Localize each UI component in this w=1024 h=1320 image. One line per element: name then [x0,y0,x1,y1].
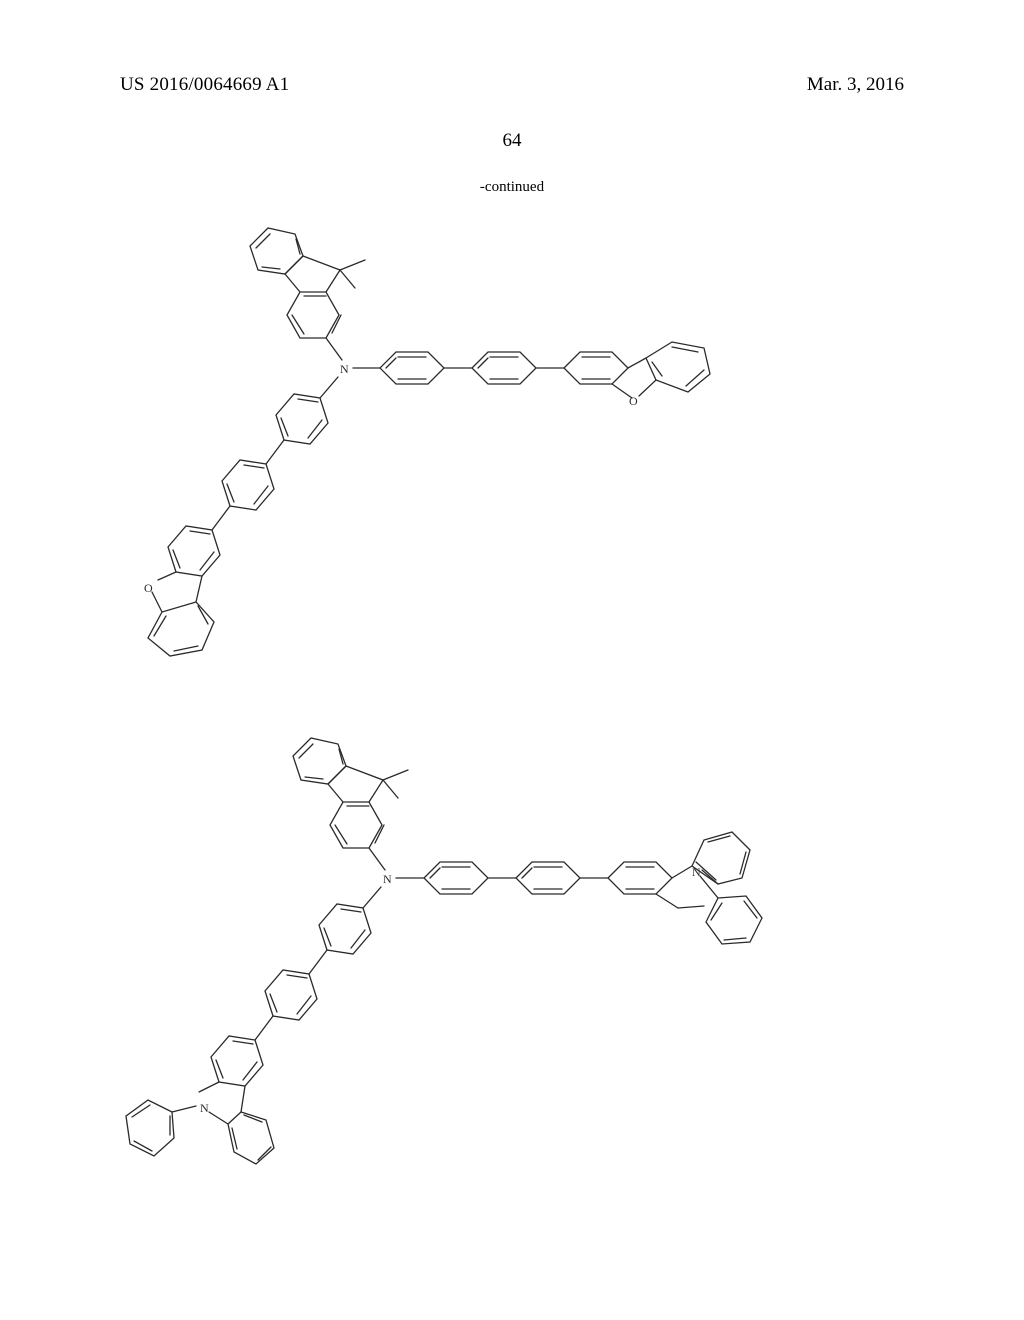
structure-1-svg: N [80,220,840,700]
atom-n-center-2: N [383,872,392,886]
chemical-structure-2: N [100,720,930,1260]
chemical-structure-1: N [80,220,840,700]
continued-label: -continued [0,179,1024,196]
publication-number: US 2016/0064669 A1 [120,74,289,96]
atom-o-right: O [629,394,638,408]
structure-2-svg: N [100,720,930,1260]
atom-o-left: O [144,581,153,595]
page-number: 64 [0,130,1024,152]
patent-page: US 2016/0064669 A1 Mar. 3, 2016 64 -cont… [0,0,1024,1320]
publication-date: Mar. 3, 2016 [807,74,904,96]
atom-n-carbazole-left: N [200,1101,209,1115]
atom-n-center: N [340,362,349,376]
page-header: US 2016/0064669 A1 Mar. 3, 2016 [0,74,1024,104]
